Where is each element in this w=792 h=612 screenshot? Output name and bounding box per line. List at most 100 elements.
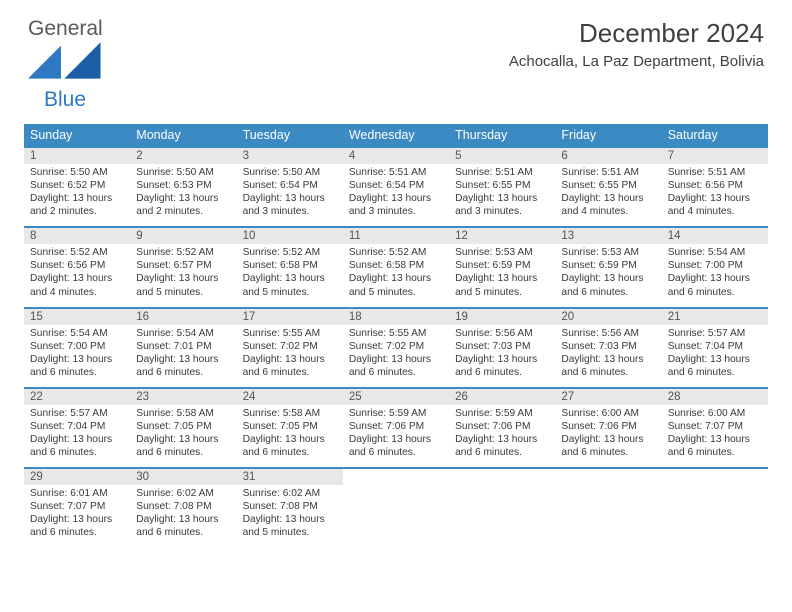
day-number: 25 xyxy=(343,389,449,405)
day-number: 26 xyxy=(449,389,555,405)
day-number: 12 xyxy=(449,228,555,244)
day-text: Sunrise: 5:53 AMSunset: 6:59 PMDaylight:… xyxy=(555,244,661,306)
day-number: 24 xyxy=(237,389,343,405)
calendar-week: 1Sunrise: 5:50 AMSunset: 6:52 PMDaylight… xyxy=(24,147,768,227)
day-text: Sunrise: 5:51 AMSunset: 6:54 PMDaylight:… xyxy=(343,164,449,226)
day-text: Sunrise: 6:00 AMSunset: 7:06 PMDaylight:… xyxy=(555,405,661,467)
calendar-week: 15Sunrise: 5:54 AMSunset: 7:00 PMDayligh… xyxy=(24,308,768,388)
day-number: 21 xyxy=(662,309,768,325)
day-text: Sunrise: 5:53 AMSunset: 6:59 PMDaylight:… xyxy=(449,244,555,306)
calendar-cell: 12Sunrise: 5:53 AMSunset: 6:59 PMDayligh… xyxy=(449,227,555,307)
calendar-cell: 8Sunrise: 5:52 AMSunset: 6:56 PMDaylight… xyxy=(24,227,130,307)
calendar-cell: 11Sunrise: 5:52 AMSunset: 6:58 PMDayligh… xyxy=(343,227,449,307)
calendar-cell xyxy=(555,468,661,547)
calendar-cell: 18Sunrise: 5:55 AMSunset: 7:02 PMDayligh… xyxy=(343,308,449,388)
calendar-cell xyxy=(343,468,449,547)
day-text: Sunrise: 6:02 AMSunset: 7:08 PMDaylight:… xyxy=(237,485,343,547)
day-header: Thursday xyxy=(449,124,555,147)
day-text: Sunrise: 5:51 AMSunset: 6:56 PMDaylight:… xyxy=(662,164,768,226)
calendar-cell: 17Sunrise: 5:55 AMSunset: 7:02 PMDayligh… xyxy=(237,308,343,388)
day-text: Sunrise: 6:00 AMSunset: 7:07 PMDaylight:… xyxy=(662,405,768,467)
day-text: Sunrise: 5:55 AMSunset: 7:02 PMDaylight:… xyxy=(237,325,343,387)
day-number: 4 xyxy=(343,148,449,164)
logo-mark-icon xyxy=(28,72,107,89)
calendar-head: SundayMondayTuesdayWednesdayThursdayFrid… xyxy=(24,124,768,147)
calendar-cell: 13Sunrise: 5:53 AMSunset: 6:59 PMDayligh… xyxy=(555,227,661,307)
calendar-cell: 14Sunrise: 5:54 AMSunset: 7:00 PMDayligh… xyxy=(662,227,768,307)
calendar-cell: 9Sunrise: 5:52 AMSunset: 6:57 PMDaylight… xyxy=(130,227,236,307)
day-number: 16 xyxy=(130,309,236,325)
day-number: 30 xyxy=(130,469,236,485)
day-number: 31 xyxy=(237,469,343,485)
calendar-cell: 3Sunrise: 5:50 AMSunset: 6:54 PMDaylight… xyxy=(237,147,343,227)
calendar-cell: 21Sunrise: 5:57 AMSunset: 7:04 PMDayligh… xyxy=(662,308,768,388)
calendar-cell: 29Sunrise: 6:01 AMSunset: 7:07 PMDayligh… xyxy=(24,468,130,547)
calendar-cell: 10Sunrise: 5:52 AMSunset: 6:58 PMDayligh… xyxy=(237,227,343,307)
logo: General Blue xyxy=(28,18,107,110)
day-text: Sunrise: 5:51 AMSunset: 6:55 PMDaylight:… xyxy=(555,164,661,226)
calendar-cell: 31Sunrise: 6:02 AMSunset: 7:08 PMDayligh… xyxy=(237,468,343,547)
day-text: Sunrise: 6:01 AMSunset: 7:07 PMDaylight:… xyxy=(24,485,130,547)
calendar-cell: 20Sunrise: 5:56 AMSunset: 7:03 PMDayligh… xyxy=(555,308,661,388)
calendar-cell: 6Sunrise: 5:51 AMSunset: 6:55 PMDaylight… xyxy=(555,147,661,227)
calendar-cell: 16Sunrise: 5:54 AMSunset: 7:01 PMDayligh… xyxy=(130,308,236,388)
calendar-cell xyxy=(662,468,768,547)
calendar-cell: 26Sunrise: 5:59 AMSunset: 7:06 PMDayligh… xyxy=(449,388,555,468)
day-text: Sunrise: 5:52 AMSunset: 6:56 PMDaylight:… xyxy=(24,244,130,306)
day-text: Sunrise: 5:54 AMSunset: 7:00 PMDaylight:… xyxy=(24,325,130,387)
calendar-cell: 1Sunrise: 5:50 AMSunset: 6:52 PMDaylight… xyxy=(24,147,130,227)
day-text: Sunrise: 5:52 AMSunset: 6:58 PMDaylight:… xyxy=(343,244,449,306)
day-text: Sunrise: 5:51 AMSunset: 6:55 PMDaylight:… xyxy=(449,164,555,226)
day-number: 20 xyxy=(555,309,661,325)
header: General Blue December 2024 Achocalla, La… xyxy=(0,0,792,116)
day-text: Sunrise: 5:56 AMSunset: 7:03 PMDaylight:… xyxy=(555,325,661,387)
day-number: 10 xyxy=(237,228,343,244)
day-number: 19 xyxy=(449,309,555,325)
day-text: Sunrise: 5:52 AMSunset: 6:57 PMDaylight:… xyxy=(130,244,236,306)
day-header: Wednesday xyxy=(343,124,449,147)
day-number: 9 xyxy=(130,228,236,244)
day-text: Sunrise: 5:58 AMSunset: 7:05 PMDaylight:… xyxy=(237,405,343,467)
day-number: 7 xyxy=(662,148,768,164)
day-number: 15 xyxy=(24,309,130,325)
calendar-cell xyxy=(449,468,555,547)
day-text: Sunrise: 5:56 AMSunset: 7:03 PMDaylight:… xyxy=(449,325,555,387)
calendar-cell: 30Sunrise: 6:02 AMSunset: 7:08 PMDayligh… xyxy=(130,468,236,547)
calendar-week: 8Sunrise: 5:52 AMSunset: 6:56 PMDaylight… xyxy=(24,227,768,307)
day-text: Sunrise: 5:59 AMSunset: 7:06 PMDaylight:… xyxy=(449,405,555,467)
logo-text-general: General xyxy=(28,17,103,40)
day-number: 8 xyxy=(24,228,130,244)
day-number: 18 xyxy=(343,309,449,325)
calendar-body: 1Sunrise: 5:50 AMSunset: 6:52 PMDaylight… xyxy=(24,147,768,547)
day-number: 22 xyxy=(24,389,130,405)
day-text: Sunrise: 5:58 AMSunset: 7:05 PMDaylight:… xyxy=(130,405,236,467)
day-number: 2 xyxy=(130,148,236,164)
calendar-cell: 2Sunrise: 5:50 AMSunset: 6:53 PMDaylight… xyxy=(130,147,236,227)
calendar-cell: 25Sunrise: 5:59 AMSunset: 7:06 PMDayligh… xyxy=(343,388,449,468)
day-text: Sunrise: 5:59 AMSunset: 7:06 PMDaylight:… xyxy=(343,405,449,467)
calendar-cell: 4Sunrise: 5:51 AMSunset: 6:54 PMDaylight… xyxy=(343,147,449,227)
day-number: 27 xyxy=(555,389,661,405)
day-text: Sunrise: 5:52 AMSunset: 6:58 PMDaylight:… xyxy=(237,244,343,306)
day-text: Sunrise: 5:57 AMSunset: 7:04 PMDaylight:… xyxy=(24,405,130,467)
location-text: Achocalla, La Paz Department, Bolivia xyxy=(509,53,764,70)
day-header: Monday xyxy=(130,124,236,147)
day-number: 28 xyxy=(662,389,768,405)
day-header: Saturday xyxy=(662,124,768,147)
day-number: 17 xyxy=(237,309,343,325)
calendar-table: SundayMondayTuesdayWednesdayThursdayFrid… xyxy=(24,124,768,547)
day-header: Friday xyxy=(555,124,661,147)
calendar-cell: 5Sunrise: 5:51 AMSunset: 6:55 PMDaylight… xyxy=(449,147,555,227)
day-text: Sunrise: 5:57 AMSunset: 7:04 PMDaylight:… xyxy=(662,325,768,387)
day-text: Sunrise: 5:50 AMSunset: 6:54 PMDaylight:… xyxy=(237,164,343,226)
day-number: 6 xyxy=(555,148,661,164)
calendar-week: 22Sunrise: 5:57 AMSunset: 7:04 PMDayligh… xyxy=(24,388,768,468)
day-text: Sunrise: 5:50 AMSunset: 6:52 PMDaylight:… xyxy=(24,164,130,226)
calendar-cell: 27Sunrise: 6:00 AMSunset: 7:06 PMDayligh… xyxy=(555,388,661,468)
day-text: Sunrise: 5:54 AMSunset: 7:01 PMDaylight:… xyxy=(130,325,236,387)
calendar-week: 29Sunrise: 6:01 AMSunset: 7:07 PMDayligh… xyxy=(24,468,768,547)
day-number: 23 xyxy=(130,389,236,405)
day-header: Sunday xyxy=(24,124,130,147)
title-block: December 2024 Achocalla, La Paz Departme… xyxy=(509,18,764,70)
day-text: Sunrise: 5:55 AMSunset: 7:02 PMDaylight:… xyxy=(343,325,449,387)
